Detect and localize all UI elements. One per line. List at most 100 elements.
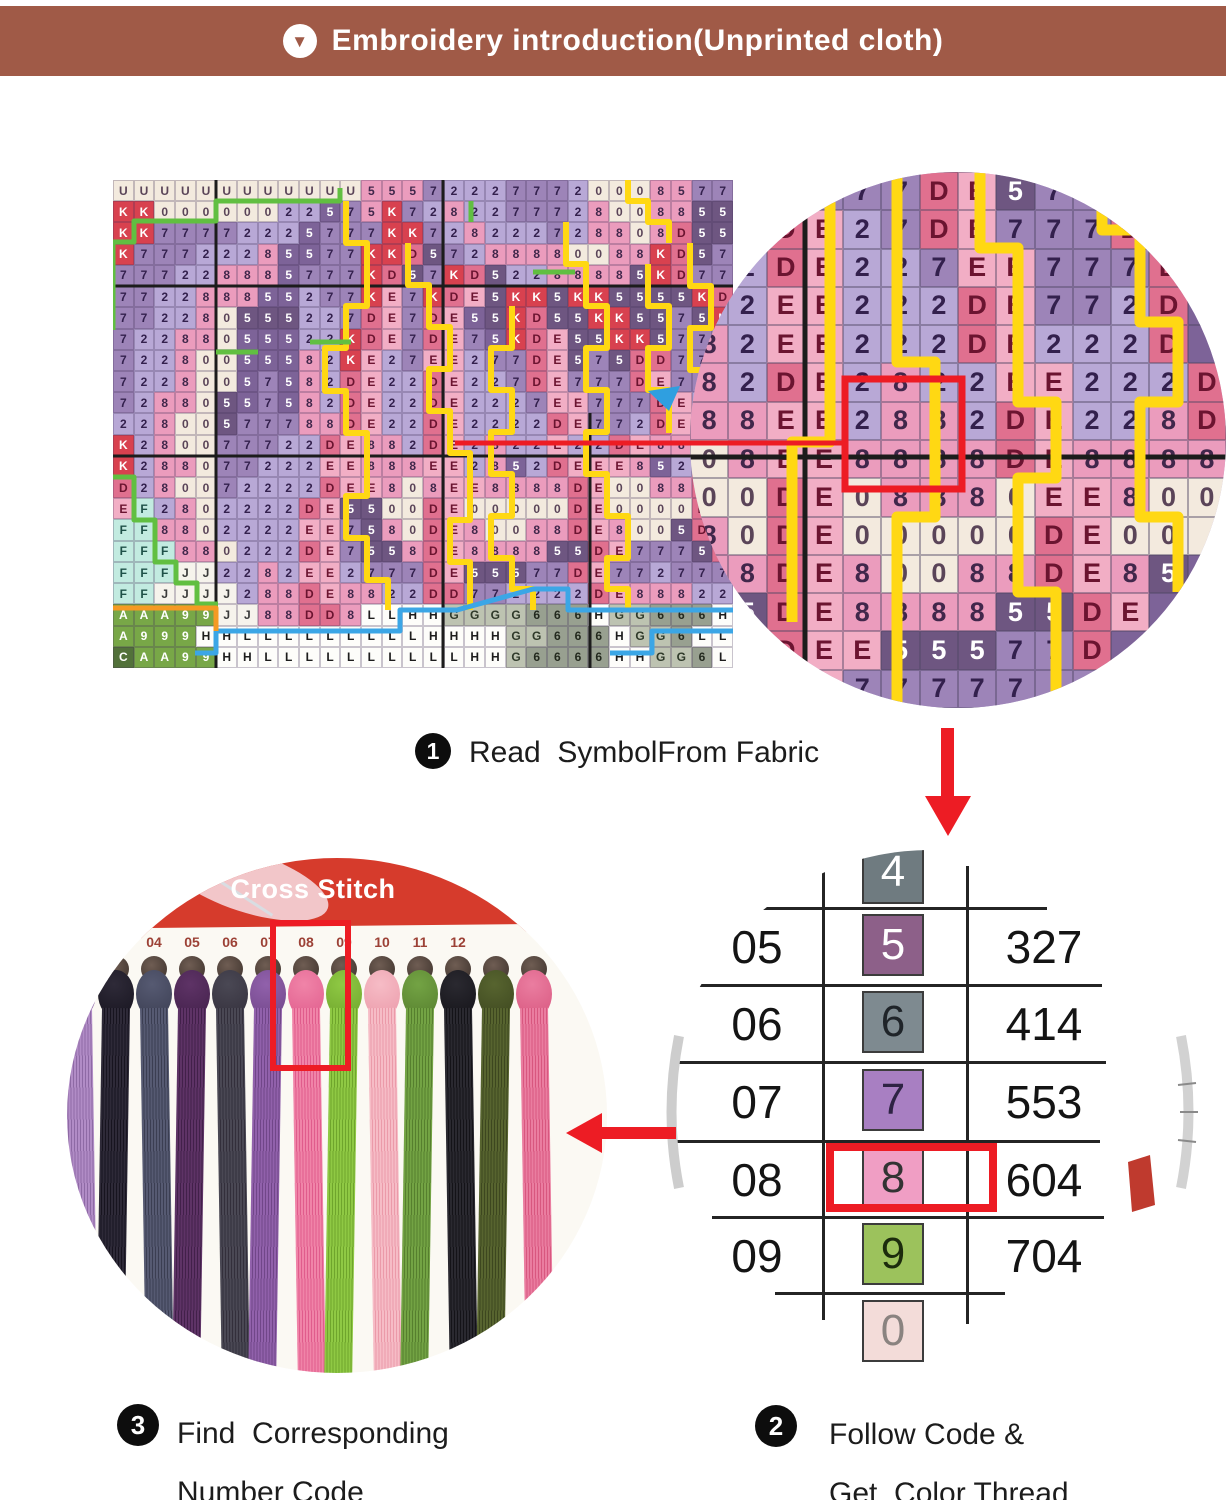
pattern-cell: 2	[505, 264, 527, 287]
pattern-cell: 2	[257, 222, 279, 244]
pattern-cell: H	[608, 625, 630, 647]
pattern-cell: G	[505, 625, 527, 647]
pattern-cell: G	[629, 604, 651, 626]
magnifier-cell: E	[1034, 401, 1073, 440]
pattern-cell: 8	[381, 455, 403, 478]
magnifier-cell: 8	[1072, 439, 1112, 479]
pattern-cell: E	[381, 286, 403, 308]
pattern-cell: 5	[567, 328, 589, 350]
pattern-cell: 8	[340, 583, 361, 605]
pattern-cell: K	[113, 201, 134, 223]
pattern-cell: G	[505, 604, 527, 626]
pattern-cell: 5	[278, 264, 299, 287]
symbol-swatch: 7	[862, 1069, 924, 1131]
pattern-cell: D	[298, 498, 320, 520]
pattern-cell: E	[360, 349, 382, 371]
pattern-cell: 8	[174, 540, 196, 562]
magnifier-cell: 8	[1111, 554, 1150, 594]
pattern-cell: E	[113, 498, 134, 520]
pattern-cell: 2	[402, 370, 423, 393]
pattern-cell: 7	[113, 370, 134, 393]
pattern-cell: 8	[195, 286, 217, 308]
pattern-cell: E	[608, 583, 630, 605]
magnifier-cell: E	[804, 286, 844, 326]
pattern-cell: 8	[464, 519, 485, 541]
magnifier-cell: 0	[843, 478, 882, 517]
magnifier-cell	[690, 172, 729, 211]
pattern-cell: 2	[278, 561, 299, 584]
pattern-cell: 0	[608, 498, 630, 520]
pattern-cell: 7	[381, 561, 403, 584]
pattern-cell: 2	[174, 307, 196, 329]
pattern-cell: 8	[608, 222, 630, 244]
pattern-cell: L	[360, 604, 382, 626]
pattern-cell: E	[546, 434, 568, 456]
magnifier-cell: D	[996, 439, 1035, 479]
pattern-cell: 5	[670, 519, 692, 541]
pattern-cell: 2	[567, 180, 589, 202]
pattern-cell: H	[484, 625, 506, 647]
magnifier-cell: E	[766, 325, 805, 364]
pattern-cell: K	[113, 243, 134, 265]
magnifier-cell: D	[919, 210, 958, 249]
pattern-cell: 8	[484, 243, 506, 265]
pattern-cell: K	[588, 307, 609, 329]
pattern-cell: 0	[526, 498, 547, 520]
magnifier-cell: 2	[957, 363, 997, 402]
pattern-cell: 8	[298, 349, 320, 371]
pattern-cell: K	[360, 286, 382, 308]
pattern-cell: 8	[484, 434, 506, 456]
pattern-cell: 8	[484, 455, 506, 478]
thread-number-label: 10	[374, 934, 390, 950]
pattern-cell: 8	[650, 583, 671, 605]
magnifier-cell: E	[996, 325, 1035, 364]
pattern-cell: 7	[505, 201, 527, 223]
pattern-cell: 8	[670, 434, 692, 456]
pattern-cell: 7	[340, 286, 361, 308]
pattern-cell: 2	[402, 434, 423, 456]
pattern-cell: D	[422, 434, 444, 456]
pattern-cell: 5	[257, 349, 279, 371]
thread-number-label: 04	[146, 934, 162, 950]
pattern-cell: 2	[464, 180, 485, 202]
pattern-cell: 7	[257, 413, 279, 435]
magnifier-cell: 8	[881, 439, 920, 479]
pattern-cell: G	[650, 625, 671, 647]
magnifier-cell	[728, 669, 767, 708]
table-line	[966, 866, 969, 1324]
magnifier-cell: D	[957, 286, 997, 326]
pattern-cell: 5	[650, 455, 671, 478]
pattern-cell: 5	[567, 540, 589, 562]
pattern-cell: 8	[526, 540, 547, 562]
pattern-cell: K	[505, 307, 527, 329]
magnifier-cell	[690, 248, 729, 287]
magnifier-cell	[690, 631, 729, 670]
pattern-cell: 8	[360, 434, 382, 456]
step-1: 1 Read SymbolFrom Fabric	[415, 733, 819, 773]
pattern-cell: L	[360, 625, 382, 647]
pattern-cell: 0	[567, 243, 589, 265]
magnifier-cell: 2	[1111, 286, 1150, 326]
pattern-cell: D	[340, 413, 361, 435]
pattern-cell: 7	[546, 201, 568, 223]
magnifier-cell: 2	[728, 363, 767, 402]
pattern-cell: D	[319, 477, 341, 499]
pattern-cell: 0	[216, 370, 237, 393]
pattern-cell: 7	[133, 307, 155, 329]
pattern-cell: E	[319, 519, 341, 541]
pattern-cell: 2	[133, 392, 155, 414]
pattern-cell: 7	[113, 328, 134, 350]
magnifier-cell: 0	[728, 478, 767, 517]
pattern-cell: 8	[629, 455, 651, 478]
magnifier-cell	[766, 172, 805, 211]
magnifier-cell	[1111, 669, 1150, 708]
magnifier-cell: E	[1034, 363, 1073, 402]
pattern-cell: 8	[257, 583, 279, 605]
magnifier-cell: E	[957, 172, 997, 211]
pattern-cell: 2	[195, 264, 217, 287]
pattern-cell: 2	[464, 434, 485, 456]
pattern-cell: 2	[174, 286, 196, 308]
pattern-cell: K	[381, 201, 403, 223]
pattern-cell: K	[113, 455, 134, 478]
thread-number-label: 05	[184, 934, 200, 950]
